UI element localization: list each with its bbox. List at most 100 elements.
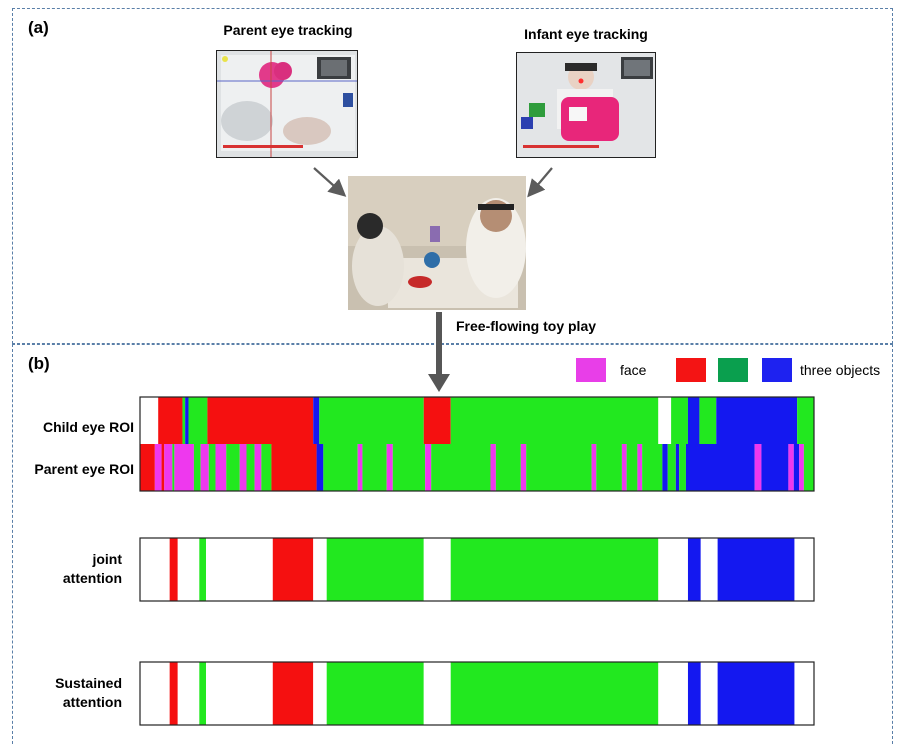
row-label-joint-line1: joint	[92, 551, 122, 567]
infant-photo-graphic	[517, 53, 655, 157]
parent-eye-roi-segment	[193, 444, 201, 491]
row-label-sustained-attention: Sustained attention	[14, 674, 122, 712]
legend-swatch-blue	[762, 358, 792, 382]
joint-attention-segment	[326, 538, 424, 601]
sustained-attention-segment	[658, 662, 688, 725]
infant-eye-tracking-photo	[516, 52, 656, 158]
parent-eye-roi-segment	[675, 444, 680, 491]
child-eye-roi-segment	[158, 397, 183, 444]
sustained-attention-outline	[139, 661, 815, 726]
parent-eye-roi-segment	[754, 444, 762, 491]
eye-roi-outline	[139, 396, 815, 492]
parent-eye-roi-segment	[431, 444, 491, 491]
joint-attention-segment	[687, 538, 701, 601]
row-label-sustained-line1: Sustained	[55, 675, 122, 691]
sustained-attention-segment	[140, 662, 170, 725]
child-eye-roi-segment	[658, 397, 672, 444]
parent-eye-roi-segment	[215, 444, 227, 491]
panel-a-label: (a)	[28, 18, 49, 37]
parent-eye-roi-segment	[799, 444, 804, 491]
child-eye-roi-segment	[687, 397, 700, 444]
parent-eye-roi-segment	[226, 444, 240, 491]
sustained-attention-segment	[700, 662, 718, 725]
parent-eye-roi-segment	[254, 444, 262, 491]
joint-attention-segment	[206, 538, 273, 601]
sustained-attention-segment	[206, 662, 273, 725]
row-label-child-eye-roi: Child eye ROI	[42, 419, 134, 435]
child-eye-roi-segment	[207, 397, 314, 444]
row-label-sustained-line2: attention	[62, 694, 122, 710]
joint-attention-segment	[272, 538, 314, 601]
parent-eye-roi-segment	[386, 444, 393, 491]
joint-attention-outline	[139, 537, 815, 602]
panel-a-frame	[12, 8, 893, 344]
child-eye-roi-segment	[188, 397, 208, 444]
parent-eye-roi-segment	[679, 444, 686, 491]
child-eye-roi-segment	[140, 397, 159, 444]
joint-attention-segment	[177, 538, 200, 601]
parent-eye-roi-segment	[208, 444, 216, 491]
parent-eye-roi-segment	[662, 444, 668, 491]
legend-swatch-face	[576, 358, 606, 382]
parent-eye-roi-segment	[425, 444, 432, 491]
joint-attention-segment	[313, 538, 327, 601]
parent-eye-roi-segment	[161, 444, 165, 491]
sustained-attention-segment	[450, 662, 659, 725]
parent-photo-graphic	[217, 51, 357, 157]
parent-eye-roi-segment	[392, 444, 426, 491]
sustained-attention-segment	[794, 662, 814, 725]
row-label-joint-line2: attention	[62, 570, 122, 586]
joint-attention-segment	[423, 538, 451, 601]
sustained-attention-segment	[326, 662, 424, 725]
parent-eye-roi-segment	[596, 444, 622, 491]
free-flowing-toy-play-caption: Free-flowing toy play	[456, 318, 597, 334]
parent-eye-roi-segment	[261, 444, 272, 491]
parent-eye-roi-segment	[164, 444, 173, 491]
sustained-attention-segment	[169, 662, 178, 725]
sustained-attention-segment	[177, 662, 200, 725]
parent-eye-roi-segment	[174, 444, 194, 491]
toy-play-photo	[348, 176, 526, 310]
joint-attention-segment	[199, 538, 207, 601]
parent-eye-roi-segment	[591, 444, 597, 491]
legend-swatch-green	[718, 358, 748, 382]
child-eye-roi-segment	[185, 397, 189, 444]
sustained-attention-segment	[199, 662, 207, 725]
child-eye-roi-segment	[699, 397, 717, 444]
sustained-attention-segment	[313, 662, 327, 725]
child-eye-roi-segment	[423, 397, 451, 444]
parent-eye-roi-segment	[803, 444, 814, 491]
parent-eye-roi-segment	[154, 444, 162, 491]
sustained-attention-segment	[687, 662, 701, 725]
parent-eye-roi-segment	[626, 444, 638, 491]
infant-eye-tracking-title: Infant eye tracking	[524, 26, 648, 42]
row-label-joint-attention: joint attention	[14, 550, 122, 588]
parent-eye-roi-segment	[788, 444, 794, 491]
parent-eye-roi-segment	[621, 444, 627, 491]
parent-eye-roi-segment	[323, 444, 358, 491]
sustained-attention-segment	[423, 662, 451, 725]
parent-eye-roi-segment	[642, 444, 663, 491]
parent-eye-roi-segment	[140, 444, 155, 491]
parent-eye-roi-segment	[495, 444, 521, 491]
toy-play-graphic	[348, 176, 526, 310]
row-label-parent-eye-roi: Parent eye ROI	[34, 461, 134, 477]
parent-eye-roi-segment	[246, 444, 255, 491]
parent-eye-roi-segment	[526, 444, 592, 491]
sustained-attention-segment	[717, 662, 795, 725]
parent-eye-roi-segment	[685, 444, 755, 491]
parent-eye-roi-segment	[200, 444, 209, 491]
child-eye-roi-segment	[671, 397, 688, 444]
legend-swatch-red	[676, 358, 706, 382]
child-eye-roi-segment	[313, 397, 320, 444]
parent-eye-roi-segment	[357, 444, 363, 491]
parent-eye-roi-segment	[667, 444, 676, 491]
legend-label-face: face	[620, 362, 647, 378]
joint-attention-segment	[658, 538, 688, 601]
parent-eye-roi-segment	[271, 444, 317, 491]
parent-eye-roi-segment	[520, 444, 527, 491]
joint-attention-segment	[140, 538, 170, 601]
parent-eye-roi-segment	[490, 444, 496, 491]
parent-eye-tracking-title: Parent eye tracking	[223, 22, 353, 38]
parent-eye-roi-segment	[239, 444, 247, 491]
